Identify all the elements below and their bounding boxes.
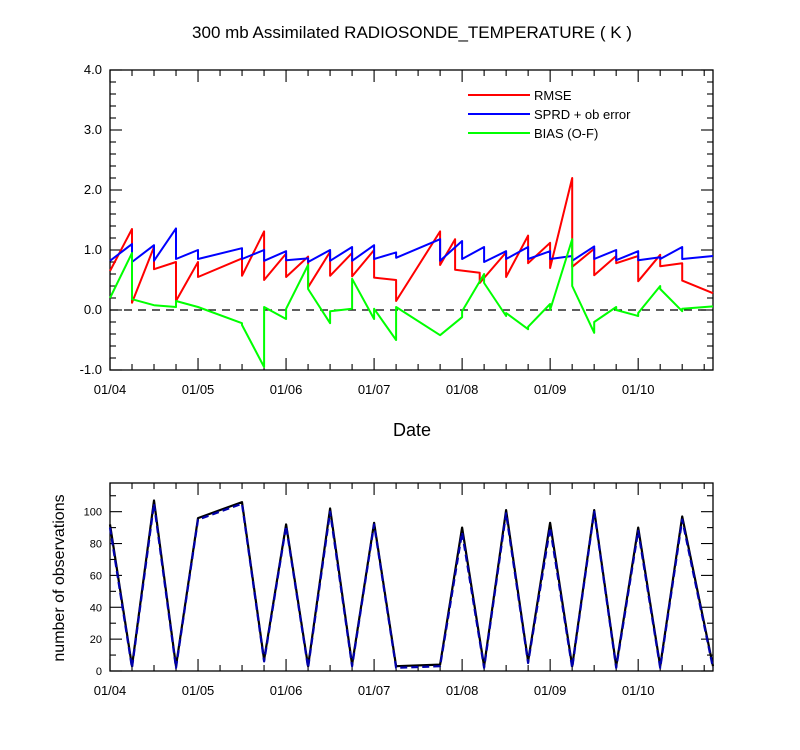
series-line-obs-available <box>108 499 715 668</box>
x-tick-label: 01/04 <box>94 683 127 698</box>
x-tick-label: 01/04 <box>94 382 127 397</box>
y-tick-label: -1.0 <box>80 362 102 377</box>
x-tick-label: 01/05 <box>182 683 215 698</box>
y-tick-label: 80 <box>90 539 102 551</box>
x-tick-label: 01/06 <box>270 382 303 397</box>
x-tick-label: 01/10 <box>622 382 655 397</box>
y-tick-label: 2.0 <box>84 182 102 197</box>
legend-entry: BIAS (O-F) <box>534 126 598 141</box>
x-tick-label: 01/05 <box>182 382 215 397</box>
y-tick-label: 3.0 <box>84 122 102 137</box>
series-line-sprd-ob-error <box>109 227 714 263</box>
y-tick-label: 0 <box>96 666 102 678</box>
x-tick-label: 01/08 <box>446 683 479 698</box>
chart-title: 300 mb Assimilated RADIOSONDE_TEMPERATUR… <box>192 23 632 42</box>
x-tick-label: 01/10 <box>622 683 655 698</box>
y-tick-label: 0.0 <box>84 302 102 317</box>
y-tick-label: 4.0 <box>84 62 102 77</box>
y-tick-label: 100 <box>84 507 102 519</box>
y-tick-label: 60 <box>90 570 102 582</box>
x-tick-label: 01/07 <box>358 683 391 698</box>
y-tick-label: 20 <box>90 634 102 646</box>
observation-count-panel: 01/04 01/05 01/06 01/07 01/08 01/09 01/10 0 20 40… <box>84 482 715 698</box>
x-axis-label: Date <box>393 420 431 440</box>
plot-frame <box>109 69 714 371</box>
series-line-obs-assimilated <box>108 502 715 669</box>
x-tick-label: 01/09 <box>534 382 567 397</box>
x-tick-label: 01/06 <box>270 683 303 698</box>
legend-entry: SPRD + ob error <box>534 107 631 122</box>
x-tick-label: 01/09 <box>534 683 567 698</box>
plot-frame <box>109 482 714 672</box>
legend-entry: RMSE <box>534 88 572 103</box>
series-line-rmse <box>109 177 714 304</box>
y-tick-label: 40 <box>90 602 102 614</box>
series-line-bias-o-f <box>109 238 714 368</box>
y-tick-label: 1.0 <box>84 242 102 257</box>
rmse-spread-bias-panel: 01/04 01/05 01/06 01/07 01/08 01/09 01/10 -1.0 0… <box>80 62 714 397</box>
x-tick-label: 01/07 <box>358 382 391 397</box>
y-axis-label: number of observations <box>51 494 68 661</box>
x-tick-label: 01/08 <box>446 382 479 397</box>
